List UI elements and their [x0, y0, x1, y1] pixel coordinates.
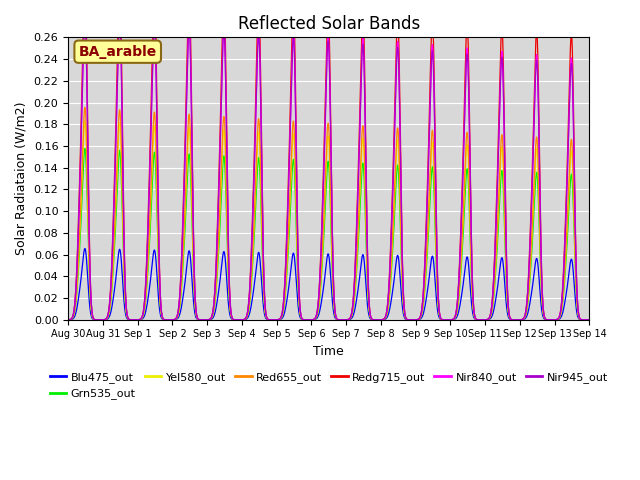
Nir840_out	[584, 317, 592, 323]
Nir840_out	[532, 66, 540, 72]
Redg715_out	[517, 317, 525, 323]
Yel580_out	[517, 317, 525, 323]
Line: Nir945_out: Nir945_out	[68, 18, 589, 320]
Grn535_out	[586, 317, 593, 323]
Grn535_out	[64, 317, 72, 323]
Nir945_out	[517, 317, 525, 323]
Grn535_out	[299, 317, 307, 323]
Red655_out	[584, 317, 592, 323]
Red655_out	[397, 221, 404, 227]
Yel580_out	[299, 316, 307, 322]
Line: Yel580_out: Yel580_out	[68, 121, 589, 320]
Grn535_out	[584, 317, 592, 323]
X-axis label: Time: Time	[314, 345, 344, 358]
Blu475_out	[81, 246, 89, 252]
Red655_out	[299, 316, 307, 322]
Yel580_out	[584, 317, 592, 323]
Y-axis label: Solar Radiataion (W/m2): Solar Radiataion (W/m2)	[15, 102, 28, 255]
Title: Reflected Solar Bands: Reflected Solar Bands	[237, 15, 420, 33]
Yel580_out	[397, 227, 404, 233]
Grn535_out	[397, 240, 404, 245]
Text: BA_arable: BA_arable	[79, 45, 157, 59]
Yel580_out	[586, 317, 593, 323]
Redg715_out	[584, 317, 592, 323]
Nir840_out	[299, 316, 307, 322]
Nir945_out	[81, 15, 89, 21]
Nir840_out	[586, 317, 593, 323]
Nir945_out	[579, 317, 586, 323]
Blu475_out	[586, 317, 593, 323]
Grn535_out	[579, 317, 586, 323]
Grn535_out	[81, 145, 89, 151]
Red655_out	[586, 317, 593, 323]
Nir945_out	[64, 317, 72, 323]
Redg715_out	[532, 44, 540, 49]
Legend: Blu475_out, Grn535_out, Yel580_out, Red655_out, Redg715_out, Nir840_out, Nir945_: Blu475_out, Grn535_out, Yel580_out, Red6…	[45, 368, 612, 404]
Redg715_out	[579, 317, 586, 323]
Grn535_out	[517, 317, 525, 323]
Blu475_out	[397, 285, 404, 290]
Red655_out	[579, 317, 586, 323]
Nir840_out	[397, 177, 404, 183]
Blu475_out	[584, 317, 592, 323]
Nir840_out	[579, 317, 586, 323]
Yel580_out	[532, 155, 540, 161]
Red655_out	[532, 144, 540, 150]
Line: Nir840_out: Nir840_out	[68, 12, 589, 320]
Nir945_out	[586, 317, 593, 323]
Nir840_out	[517, 317, 525, 323]
Redg715_out	[586, 317, 593, 323]
Blu475_out	[579, 317, 586, 323]
Nir840_out	[64, 317, 72, 323]
Blu475_out	[299, 317, 307, 323]
Redg715_out	[397, 165, 404, 170]
Line: Redg715_out: Redg715_out	[68, 0, 589, 320]
Grn535_out	[532, 178, 540, 183]
Blu475_out	[532, 259, 540, 264]
Nir945_out	[584, 317, 592, 323]
Yel580_out	[81, 118, 89, 124]
Red655_out	[517, 317, 525, 323]
Redg715_out	[64, 317, 72, 323]
Nir840_out	[81, 9, 89, 14]
Nir945_out	[397, 180, 404, 186]
Nir945_out	[532, 72, 540, 77]
Line: Blu475_out: Blu475_out	[68, 249, 589, 320]
Nir945_out	[299, 316, 307, 322]
Yel580_out	[64, 317, 72, 323]
Red655_out	[81, 105, 89, 110]
Line: Grn535_out: Grn535_out	[68, 148, 589, 320]
Red655_out	[64, 317, 72, 323]
Redg715_out	[299, 316, 307, 322]
Yel580_out	[579, 317, 586, 323]
Blu475_out	[517, 317, 525, 323]
Blu475_out	[64, 317, 72, 323]
Line: Red655_out: Red655_out	[68, 108, 589, 320]
